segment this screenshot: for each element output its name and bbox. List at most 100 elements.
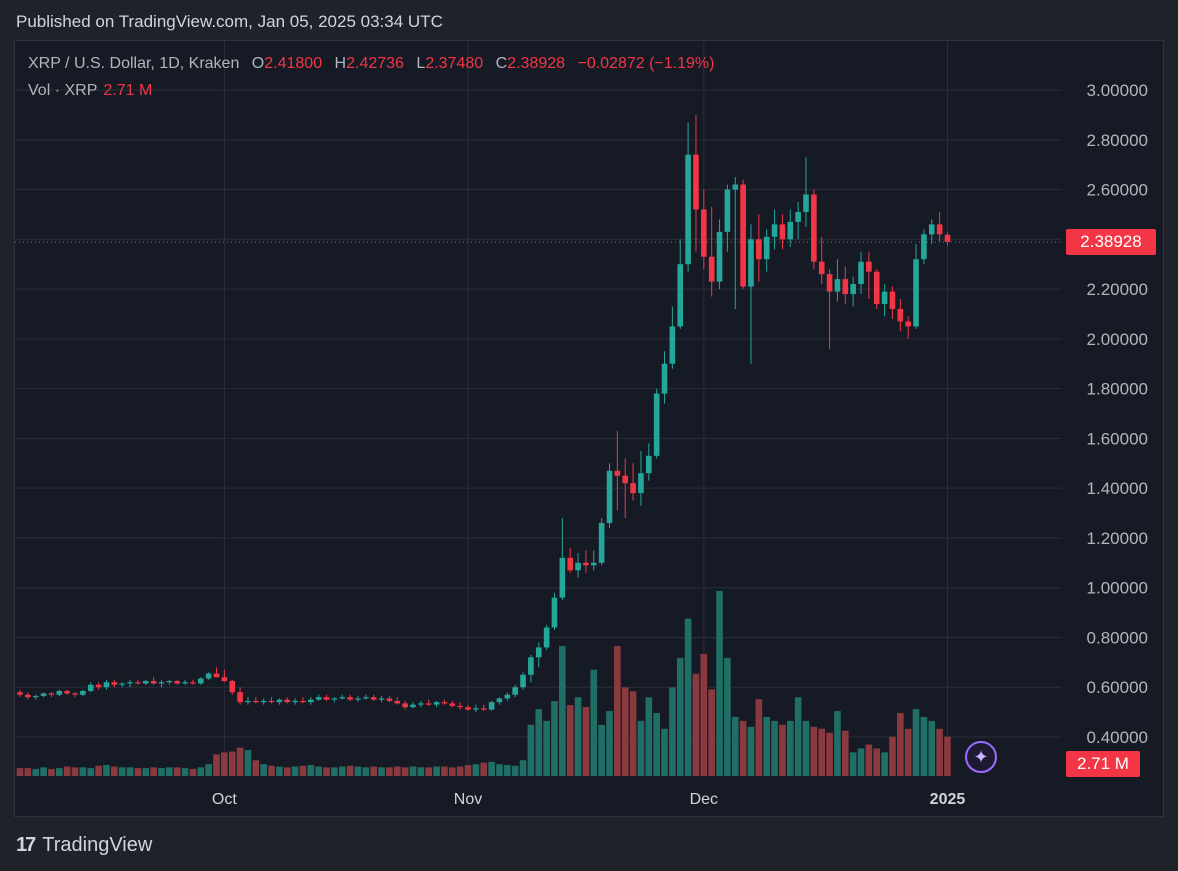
volume-bar	[519, 760, 527, 776]
volume-bar	[158, 768, 165, 776]
volume-bar	[268, 765, 275, 776]
candle-body	[480, 708, 487, 710]
volume-bar	[865, 744, 873, 776]
close-value: 2.38928	[507, 55, 566, 72]
candle-body	[779, 224, 786, 240]
volume-bar	[134, 768, 142, 776]
volume-bar	[331, 767, 338, 776]
symbol-name[interactable]: XRP / U.S. Dollar, 1D, Kraken	[28, 55, 240, 72]
candle-body	[567, 557, 573, 571]
volume-bar	[496, 764, 503, 776]
brand-name: TradingView	[42, 834, 153, 856]
volume-bar	[763, 716, 770, 776]
candle-body	[858, 261, 864, 285]
volume-bar	[826, 732, 833, 776]
volume-bar	[409, 766, 417, 776]
candle-body	[622, 475, 629, 484]
volume-bar	[566, 705, 574, 776]
volume-bar	[441, 766, 448, 776]
volume-bar	[299, 765, 307, 776]
open-label: O	[251, 55, 265, 72]
candle-body	[889, 291, 896, 309]
candle-body	[559, 557, 566, 598]
high-label: H	[334, 55, 347, 72]
volume-bar	[181, 768, 189, 776]
candle-body	[457, 705, 463, 708]
y-tick-label: 2.20000	[1087, 280, 1148, 299]
candle-body	[213, 673, 220, 678]
volume-bar	[283, 767, 291, 776]
candle-body	[56, 690, 63, 695]
candle-body	[496, 698, 503, 703]
candle-body	[787, 221, 794, 240]
volume-bar	[307, 764, 315, 776]
candle-body	[905, 321, 911, 327]
volume-bar	[669, 687, 676, 776]
candle-body	[308, 699, 314, 703]
volume-bar	[338, 766, 346, 776]
volume-bar	[103, 764, 110, 776]
y-tick-label: 2.80000	[1087, 131, 1148, 150]
volume-bar	[213, 754, 220, 776]
volume-legend: Vol · XRP 2.71 M	[28, 82, 152, 100]
candle-body	[72, 693, 78, 695]
y-tick-label: 2.60000	[1087, 181, 1148, 200]
volume-bar	[228, 751, 236, 776]
candle-body	[441, 702, 448, 704]
candle-body	[449, 703, 456, 706]
candle-body	[87, 684, 94, 691]
candle-body	[677, 264, 684, 327]
volume-bar	[834, 711, 841, 776]
candle-body	[771, 224, 778, 237]
volume-bar	[252, 760, 260, 776]
open-value: 2.41800	[264, 55, 323, 72]
volume-bar	[111, 766, 118, 776]
volume-bar	[928, 720, 936, 776]
candle-body	[630, 483, 636, 494]
volume-bar	[543, 720, 550, 776]
candle-body	[64, 690, 70, 694]
candle-body	[425, 703, 432, 705]
volume-bar	[142, 768, 150, 776]
volume-bar	[684, 618, 692, 776]
volume-bar	[433, 766, 440, 776]
candle-body	[803, 194, 809, 212]
volume-bar	[944, 736, 951, 776]
low-label: L	[416, 55, 426, 72]
candle-body	[873, 271, 880, 305]
candle-body	[834, 279, 841, 292]
volume-bar	[645, 697, 653, 776]
candle-body	[394, 700, 401, 704]
candle-body	[433, 702, 440, 705]
volume-label[interactable]: Vol · XRP	[28, 82, 98, 99]
volume-bar	[606, 711, 613, 776]
volume-bar	[346, 765, 354, 776]
candle-body	[520, 674, 526, 688]
volume-bar	[32, 768, 40, 776]
volume-bar	[904, 728, 912, 776]
change-value: −0.02872 (−1.19%)	[577, 55, 715, 72]
volume-bar	[315, 766, 322, 776]
volume-bar	[849, 752, 857, 776]
candle-body	[866, 261, 872, 272]
sparkle-icon[interactable]: ✦	[965, 741, 997, 773]
volume-bar	[362, 767, 370, 776]
candle-body	[174, 681, 180, 684]
candle-body	[928, 224, 935, 235]
candle-body	[127, 682, 133, 684]
y-tick-label: 1.00000	[1087, 579, 1148, 598]
volume-bar	[370, 766, 377, 776]
footer-branding[interactable]: 17 TradingView	[16, 834, 152, 857]
low-value: 2.37480	[425, 55, 484, 72]
candle-body	[488, 702, 495, 710]
candle-body	[598, 522, 605, 563]
candle-body	[378, 698, 385, 700]
candle-body	[551, 597, 558, 628]
volume-bar	[818, 728, 826, 776]
volume-bar	[535, 709, 543, 776]
candle-body	[292, 700, 298, 703]
volume-bar	[747, 726, 755, 776]
candle-body	[386, 698, 393, 701]
candle-body	[323, 697, 330, 700]
